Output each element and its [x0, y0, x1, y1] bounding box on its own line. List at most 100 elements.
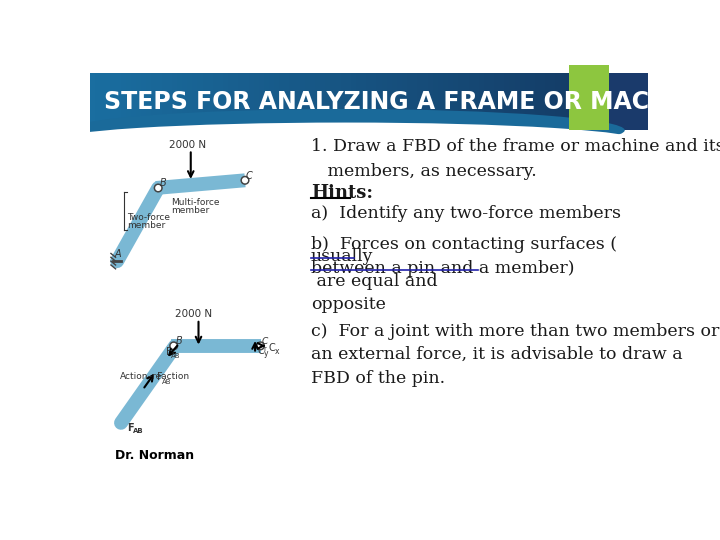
- Bar: [325, 72, 331, 130]
- Text: between a pin and a member): between a pin and a member): [311, 260, 575, 278]
- Bar: [351, 72, 356, 130]
- Bar: [571, 72, 577, 130]
- Bar: [238, 72, 244, 130]
- Text: y: y: [264, 349, 268, 358]
- Bar: [428, 72, 433, 130]
- Bar: [418, 72, 423, 130]
- Bar: [161, 72, 168, 130]
- Bar: [146, 72, 152, 130]
- Bar: [233, 72, 239, 130]
- Bar: [264, 72, 270, 130]
- Bar: [372, 72, 377, 130]
- Text: 2000 N: 2000 N: [175, 308, 212, 319]
- Bar: [515, 72, 521, 130]
- Bar: [100, 72, 106, 130]
- Bar: [504, 72, 510, 130]
- Bar: [535, 72, 541, 130]
- Bar: [510, 72, 516, 130]
- Bar: [459, 72, 464, 130]
- Bar: [305, 72, 311, 130]
- Bar: [550, 72, 557, 130]
- Text: F: F: [127, 422, 134, 433]
- Bar: [279, 72, 285, 130]
- Text: AB: AB: [132, 428, 143, 434]
- Bar: [330, 72, 336, 130]
- Text: usually: usually: [311, 248, 374, 265]
- Circle shape: [156, 186, 161, 190]
- Text: b)  Forces on contacting surfaces (: b) Forces on contacting surfaces (: [311, 236, 617, 253]
- Bar: [520, 72, 526, 130]
- Text: Hints:: Hints:: [311, 184, 373, 202]
- Circle shape: [243, 178, 248, 183]
- Bar: [397, 72, 402, 130]
- Bar: [382, 72, 387, 130]
- Bar: [464, 72, 469, 130]
- Bar: [253, 72, 260, 130]
- Bar: [545, 72, 551, 130]
- Bar: [289, 72, 295, 130]
- Bar: [402, 72, 408, 130]
- Text: x: x: [274, 347, 279, 355]
- Text: Dr. Norman: Dr. Norman: [114, 449, 194, 462]
- Bar: [569, 65, 609, 103]
- Bar: [489, 72, 495, 130]
- Circle shape: [171, 343, 176, 348]
- Bar: [433, 72, 438, 130]
- Bar: [126, 72, 132, 130]
- Bar: [151, 72, 157, 130]
- Text: AB: AB: [171, 353, 181, 359]
- Circle shape: [256, 342, 264, 350]
- Bar: [294, 72, 300, 130]
- Bar: [121, 72, 127, 130]
- Bar: [131, 72, 137, 130]
- Bar: [116, 72, 122, 130]
- Circle shape: [258, 343, 263, 348]
- Bar: [438, 72, 444, 130]
- Bar: [156, 72, 163, 130]
- Text: F: F: [157, 373, 162, 382]
- Circle shape: [241, 177, 249, 184]
- Bar: [387, 72, 392, 130]
- Bar: [218, 72, 224, 130]
- Bar: [248, 72, 254, 130]
- Bar: [284, 72, 290, 130]
- Bar: [601, 72, 648, 130]
- Bar: [494, 72, 500, 130]
- Bar: [187, 72, 193, 130]
- Text: r: r: [264, 346, 266, 352]
- Text: member: member: [127, 221, 166, 230]
- Bar: [336, 72, 341, 130]
- Bar: [136, 72, 142, 130]
- Bar: [576, 72, 582, 130]
- Text: member: member: [171, 206, 210, 214]
- Bar: [90, 72, 96, 130]
- Bar: [346, 72, 351, 130]
- Text: STEPS FOR ANALYZING A FRAME OR MACHINE: STEPS FOR ANALYZING A FRAME OR MACHINE: [104, 90, 714, 114]
- Bar: [110, 72, 117, 130]
- Bar: [167, 72, 173, 130]
- Text: Multi-force: Multi-force: [171, 198, 220, 207]
- Bar: [341, 72, 346, 130]
- Bar: [581, 72, 587, 130]
- Bar: [366, 72, 372, 130]
- Bar: [443, 72, 449, 130]
- Bar: [202, 72, 208, 130]
- Bar: [566, 72, 572, 130]
- Bar: [569, 53, 609, 130]
- Bar: [258, 72, 265, 130]
- Bar: [274, 72, 280, 130]
- Bar: [269, 72, 275, 130]
- Bar: [172, 72, 178, 130]
- Text: B: B: [160, 178, 166, 188]
- Bar: [95, 72, 101, 130]
- Bar: [561, 72, 567, 130]
- Bar: [320, 72, 326, 130]
- Text: F: F: [166, 347, 171, 357]
- Bar: [484, 72, 490, 130]
- Bar: [525, 72, 531, 130]
- Bar: [141, 72, 147, 130]
- Bar: [207, 72, 214, 130]
- Bar: [474, 72, 480, 130]
- Bar: [105, 72, 111, 130]
- Bar: [407, 72, 413, 130]
